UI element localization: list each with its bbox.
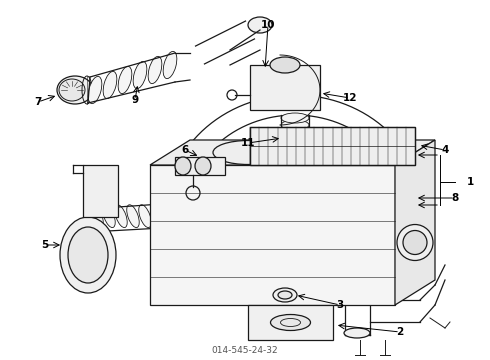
Text: 8: 8 (451, 193, 459, 203)
Ellipse shape (133, 62, 147, 89)
Ellipse shape (248, 17, 272, 33)
Ellipse shape (127, 205, 139, 228)
Text: 9: 9 (131, 95, 139, 105)
Ellipse shape (397, 225, 433, 261)
Text: 11: 11 (241, 138, 255, 148)
Ellipse shape (270, 57, 300, 73)
Polygon shape (150, 165, 395, 305)
Ellipse shape (103, 71, 117, 99)
Ellipse shape (195, 157, 211, 175)
Ellipse shape (281, 148, 309, 158)
Text: 12: 12 (343, 93, 357, 103)
Text: 10: 10 (261, 20, 275, 30)
Ellipse shape (344, 328, 370, 338)
Ellipse shape (103, 205, 115, 228)
Text: 5: 5 (41, 240, 49, 250)
Text: 2: 2 (396, 327, 404, 337)
Ellipse shape (68, 227, 108, 283)
Text: 1: 1 (466, 177, 474, 187)
Ellipse shape (213, 140, 283, 165)
Ellipse shape (139, 205, 151, 228)
Ellipse shape (118, 66, 132, 94)
Ellipse shape (281, 127, 309, 137)
Ellipse shape (163, 51, 177, 78)
Ellipse shape (57, 76, 93, 104)
Bar (250, 65, 320, 110)
Text: 7: 7 (34, 97, 42, 107)
Text: 4: 4 (441, 145, 449, 155)
Ellipse shape (273, 288, 297, 302)
Ellipse shape (281, 141, 309, 151)
Polygon shape (395, 140, 435, 305)
Ellipse shape (148, 57, 162, 84)
Ellipse shape (88, 76, 102, 104)
Ellipse shape (91, 205, 103, 228)
Bar (248, 305, 333, 340)
Ellipse shape (403, 230, 427, 255)
Bar (250, 127, 415, 165)
Ellipse shape (60, 217, 116, 293)
Text: 014-545-24-32: 014-545-24-32 (212, 346, 278, 355)
Ellipse shape (281, 120, 309, 130)
Ellipse shape (59, 79, 85, 101)
Ellipse shape (281, 155, 309, 165)
Ellipse shape (281, 134, 309, 144)
Ellipse shape (151, 205, 163, 228)
Ellipse shape (281, 113, 309, 123)
Polygon shape (150, 140, 435, 165)
Polygon shape (83, 165, 118, 217)
Ellipse shape (175, 157, 191, 175)
Text: 6: 6 (181, 145, 189, 155)
Ellipse shape (270, 315, 311, 330)
Text: 3: 3 (336, 300, 343, 310)
Bar (250, 127, 415, 165)
Bar (175, 157, 225, 175)
Ellipse shape (115, 205, 127, 228)
Ellipse shape (278, 291, 292, 299)
